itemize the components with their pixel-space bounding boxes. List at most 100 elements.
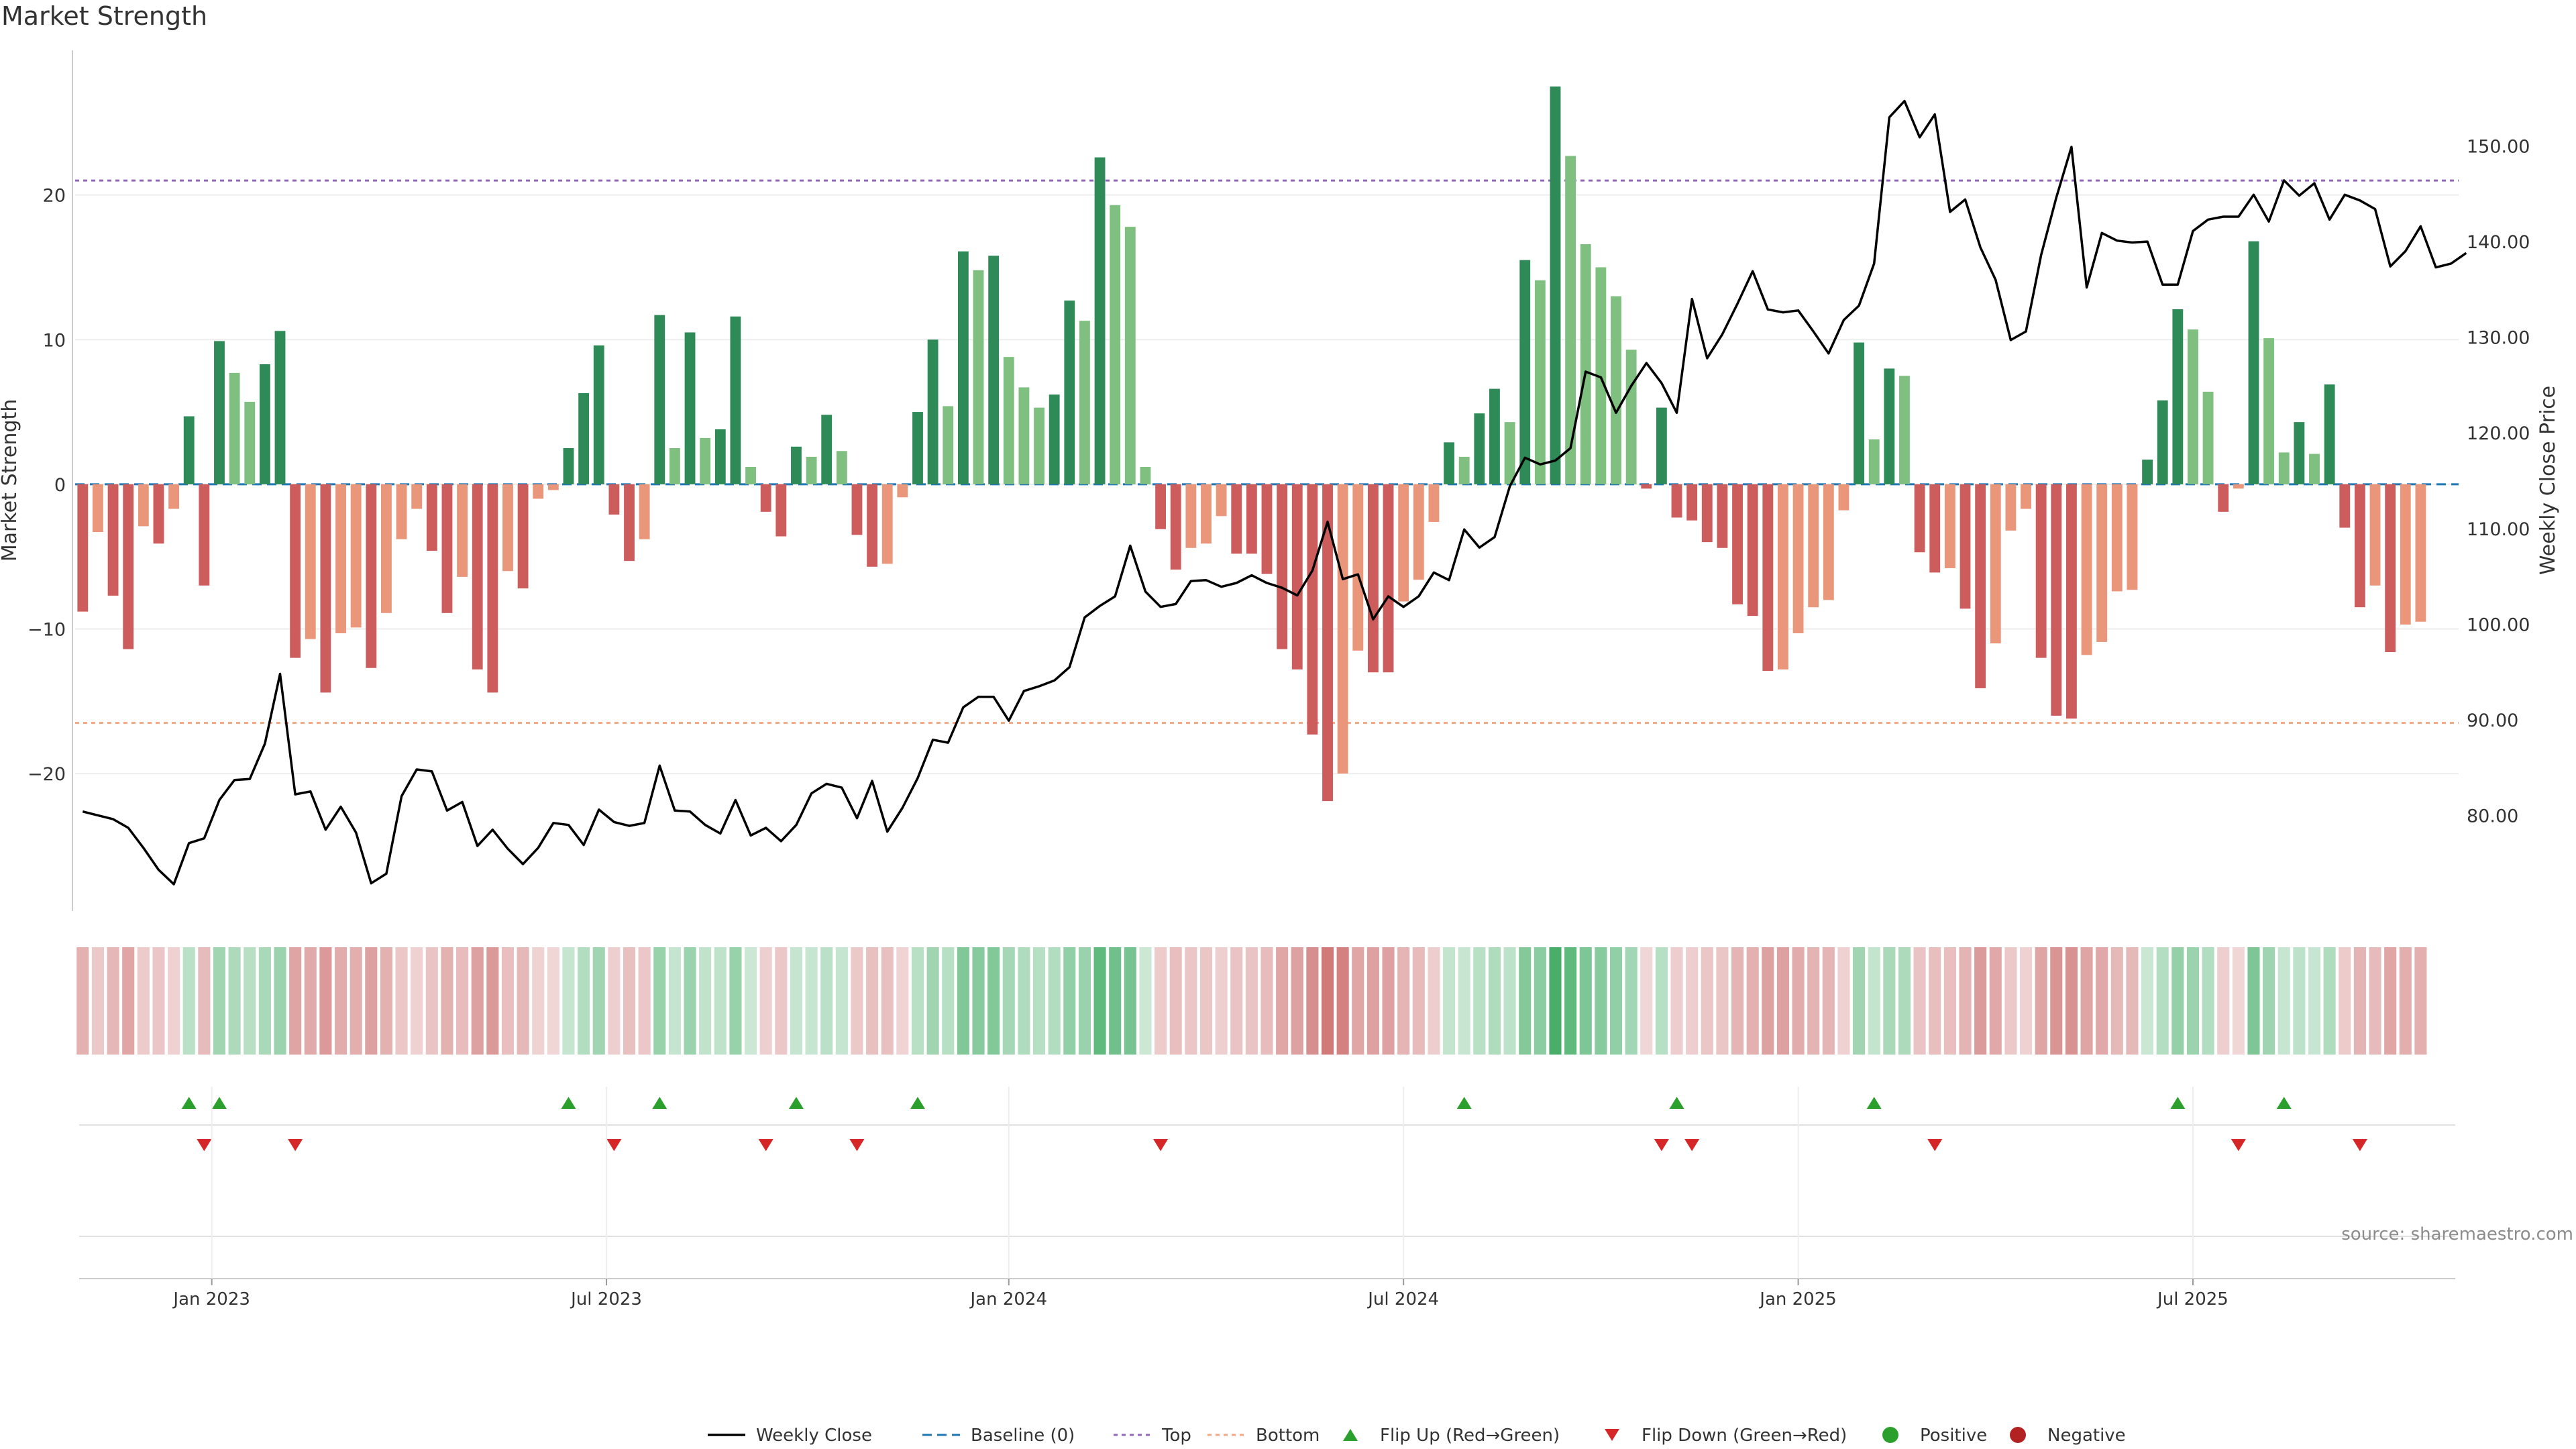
x-tick-label: Jan 2024 xyxy=(969,1289,1048,1309)
strength-bar xyxy=(1701,484,1713,543)
heatmap-cell xyxy=(2019,947,2033,1055)
strength-bar xyxy=(1884,368,1895,484)
flip-up-marker xyxy=(561,1097,576,1109)
strength-bar xyxy=(1064,301,1075,484)
heatmap-cell xyxy=(2217,947,2230,1055)
legend-label: Flip Up (Red→Green) xyxy=(1380,1426,1560,1446)
flip-up-marker xyxy=(652,1097,667,1109)
heatmap-cell xyxy=(638,947,651,1055)
heatmap-cell xyxy=(1260,947,1273,1055)
heatmap-cell xyxy=(1412,947,1425,1055)
heatmap-cell xyxy=(182,947,195,1055)
heatmap-cell xyxy=(1929,947,1941,1055)
strength-bar xyxy=(2127,484,2138,590)
heatmap-cell xyxy=(729,947,742,1055)
flip-up-marker xyxy=(181,1097,197,1109)
flip-up-marker xyxy=(1866,1097,1882,1109)
heatmap-cell xyxy=(759,947,772,1055)
heatmap-cell xyxy=(926,947,939,1055)
strength-bar xyxy=(836,451,847,484)
heatmap-cell xyxy=(1959,947,1972,1055)
strength-bar xyxy=(2385,484,2396,653)
legend-label: Baseline (0) xyxy=(971,1426,1075,1446)
legend-swatch-circle xyxy=(1882,1427,1898,1443)
strength-bar xyxy=(1823,484,1834,600)
heatmap-cell xyxy=(1943,947,1956,1055)
heatmap-cell xyxy=(501,947,515,1055)
strength-bar xyxy=(897,484,908,498)
heatmap-cell xyxy=(1640,947,1653,1055)
strength-bar xyxy=(366,484,377,668)
strength-bar xyxy=(1762,484,1774,672)
strength-bar xyxy=(199,484,210,586)
legend: Weekly Close Baseline (0) Top Bottom Flip Up… xyxy=(708,1426,2126,1446)
flip-down-marker xyxy=(606,1139,622,1151)
weekly-close-line xyxy=(82,99,2467,885)
heatmap-cell xyxy=(1776,947,1789,1055)
heatmap-cell xyxy=(91,947,104,1055)
strength-bar xyxy=(305,484,316,639)
strength-bar xyxy=(730,316,741,484)
strength-bar xyxy=(851,484,863,535)
strength-bar xyxy=(927,339,938,484)
strength-bar xyxy=(2065,484,2077,719)
strength-bar xyxy=(1565,156,1576,484)
heatmap-cell xyxy=(2065,947,2078,1055)
strength-bar xyxy=(1201,484,1212,544)
strength-bar xyxy=(1003,357,1014,484)
strength-bar xyxy=(1747,484,1758,616)
heatmap-cell xyxy=(441,947,453,1055)
heatmap-cell xyxy=(319,947,332,1055)
heatmap-cell xyxy=(2035,947,2047,1055)
strength-bar xyxy=(1155,484,1167,529)
heatmap-cell xyxy=(2369,947,2381,1055)
heatmap-cell xyxy=(1655,947,1668,1055)
heatmap-cell xyxy=(1762,947,1774,1055)
strength-bar xyxy=(1079,321,1090,484)
heatmap-cell xyxy=(1321,947,1334,1055)
heatmap-cell xyxy=(2126,947,2139,1055)
heatmap-cell xyxy=(699,947,712,1055)
strength-bar xyxy=(1185,484,1197,548)
heatmap-cell xyxy=(1609,947,1623,1055)
strength-bar xyxy=(533,484,544,499)
heatmap-cell xyxy=(2339,947,2351,1055)
heatmap-cell xyxy=(456,947,469,1055)
heatmap-cell xyxy=(122,947,135,1055)
strength-bar xyxy=(867,484,878,567)
heatmap-cell xyxy=(2186,947,2200,1055)
legend-label: Negative xyxy=(2047,1426,2126,1446)
heatmap-cell xyxy=(107,947,119,1055)
flip-down-marker xyxy=(1684,1139,1700,1151)
heatmap-cell xyxy=(1534,947,1546,1055)
heatmap-cell xyxy=(1716,947,1729,1055)
heatmap-cell xyxy=(1093,947,1106,1055)
strength-bar xyxy=(1732,484,1743,604)
heatmap-cell xyxy=(274,947,286,1055)
strength-bar xyxy=(1717,484,1728,548)
strength-bar xyxy=(274,331,286,484)
heatmap-cell xyxy=(1382,947,1395,1055)
heatmap-cell xyxy=(1564,947,1577,1055)
strength-bar xyxy=(1611,296,1621,484)
strength-bar xyxy=(1838,484,1849,511)
heatmap-cell xyxy=(1579,947,1592,1055)
strength-bar xyxy=(1398,484,1409,602)
strength-bar xyxy=(1049,394,1060,484)
strength-bar xyxy=(426,484,437,551)
flip-up-marker xyxy=(211,1097,227,1109)
strength-bar xyxy=(775,484,787,537)
heatmap-cell xyxy=(668,947,681,1055)
x-tick-label: Jul 2023 xyxy=(570,1289,642,1309)
heatmap-cell xyxy=(425,947,438,1055)
heatmap-cell xyxy=(1974,947,1987,1055)
strength-heatmap-strip xyxy=(76,947,2427,1055)
strength-bar xyxy=(1018,387,1030,484)
heatmap-cell xyxy=(911,947,924,1055)
strength-bar xyxy=(654,315,665,484)
heatmap-cell xyxy=(1519,947,1532,1055)
strength-bar xyxy=(138,484,149,527)
strength-bar xyxy=(2233,484,2244,489)
legend-label: Top xyxy=(1161,1426,1191,1446)
heatmap-cell xyxy=(1139,947,1152,1055)
